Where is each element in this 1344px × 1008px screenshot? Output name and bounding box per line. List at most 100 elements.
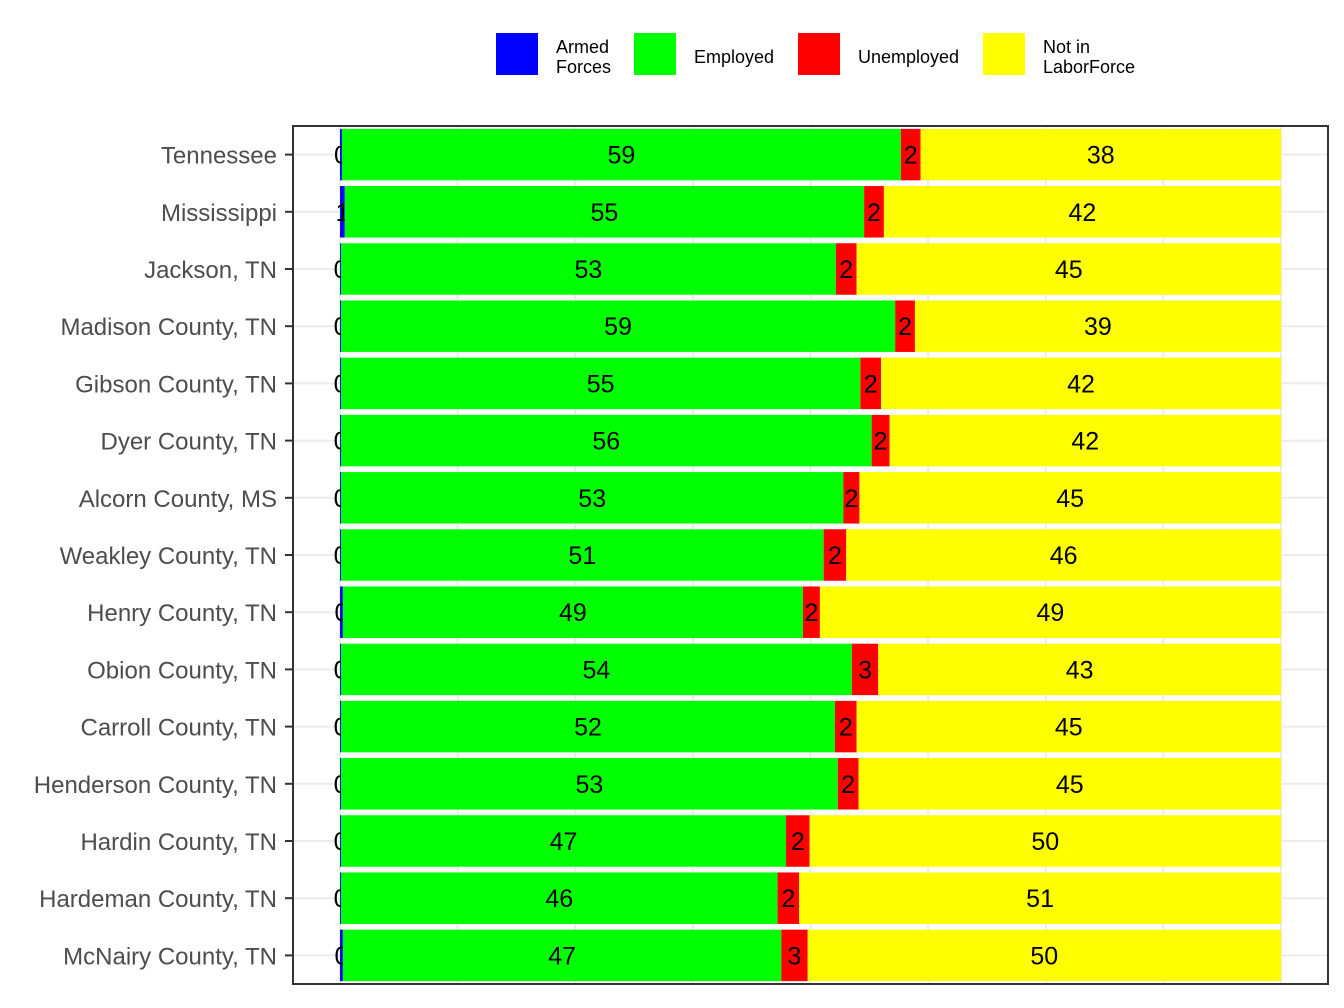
bar-unemployed — [871, 414, 890, 467]
data-label-not-in-laborforce: 45 — [1055, 256, 1083, 284]
bar-unemployed — [900, 128, 921, 181]
data-label-unemployed: 2 — [839, 714, 853, 742]
data-label-unemployed: 2 — [864, 370, 878, 398]
bar-unemployed — [786, 815, 810, 867]
bar-unemployed — [802, 586, 820, 638]
data-label-unemployed: 3 — [788, 942, 802, 970]
bar-not-in-laborforce — [809, 815, 1281, 867]
data-label-employed: 53 — [578, 485, 606, 513]
legend-label-armed-forces: Armed Forces — [556, 37, 612, 77]
bar-not-in-laborforce — [889, 414, 1281, 467]
bar-employed — [340, 758, 838, 810]
bar-not-in-laborforce — [856, 700, 1281, 753]
bar-armed-forces — [340, 586, 343, 638]
data-label-unemployed: 2 — [839, 256, 853, 284]
data-label-not-in-laborforce: 45 — [1056, 485, 1084, 513]
bar-employed — [340, 815, 787, 867]
data-label-employed: 49 — [559, 599, 587, 627]
y-axis-tick-label: Carroll County, TN — [81, 715, 278, 742]
bar-employed — [342, 929, 782, 982]
bar-employed — [340, 643, 852, 696]
bar-armed-forces — [340, 815, 341, 867]
bar-not-in-laborforce — [881, 357, 1281, 410]
bar-not-in-laborforce — [858, 758, 1281, 810]
bar-unemployed — [843, 472, 860, 524]
data-label-employed: 51 — [568, 542, 596, 570]
data-label-unemployed: 2 — [904, 142, 918, 170]
bar-employed — [341, 128, 901, 181]
data-label-unemployed: 2 — [781, 885, 795, 913]
data-label-not-in-laborforce: 45 — [1055, 714, 1083, 742]
data-label-not-in-laborforce: 42 — [1069, 199, 1097, 227]
bar-armed-forces — [340, 243, 341, 295]
bar-unemployed — [860, 357, 882, 410]
data-label-unemployed: 2 — [874, 428, 888, 456]
y-axis-tick-label: Alcorn County, MS — [79, 486, 277, 513]
y-axis-tick-label: Henderson County, TN — [34, 772, 277, 799]
y-axis-tick-label: Jackson, TN — [144, 257, 277, 284]
chart-legend: Armed Forces Employed Unemployed Not in … — [0, 0, 1344, 100]
data-label-employed: 47 — [548, 942, 576, 970]
data-label-employed: 52 — [574, 714, 602, 742]
data-label-not-in-laborforce: 49 — [1037, 599, 1065, 627]
y-axis-tick-label: McNairy County, TN — [63, 943, 277, 970]
data-label-unemployed: 3 — [858, 656, 872, 684]
data-label-employed: 47 — [550, 828, 578, 856]
bar-unemployed — [781, 929, 808, 982]
data-label-employed: 59 — [607, 142, 635, 170]
data-label-employed: 54 — [583, 656, 611, 684]
bar-not-in-laborforce — [878, 643, 1281, 696]
bar-employed — [340, 414, 872, 467]
bar-employed — [340, 700, 835, 753]
y-axis-tick-label: Hardin County, TN — [80, 829, 277, 856]
bar-armed-forces — [340, 300, 341, 352]
bar-armed-forces — [340, 529, 341, 581]
bar-unemployed — [837, 758, 859, 810]
data-label-unemployed: 2 — [867, 199, 881, 227]
bar-not-in-laborforce — [920, 128, 1281, 181]
data-label-not-in-laborforce: 51 — [1026, 885, 1054, 913]
data-label-employed: 46 — [545, 885, 573, 913]
bar-unemployed — [835, 243, 857, 295]
bar-employed — [344, 186, 865, 238]
data-label-not-in-laborforce: 46 — [1050, 542, 1078, 570]
y-axis-tick-label: Hardeman County, TN — [39, 886, 277, 913]
legend-swatch-employed — [634, 33, 676, 75]
y-axis-tick-label: Tennessee — [161, 143, 277, 170]
data-label-unemployed: 2 — [791, 828, 805, 856]
legend-swatch-armed-forces — [496, 33, 538, 75]
bar-employed — [340, 243, 836, 295]
bar-armed-forces — [340, 186, 345, 238]
bar-not-in-laborforce — [799, 872, 1281, 924]
data-label-unemployed: 2 — [844, 485, 858, 513]
data-label-not-in-laborforce: 42 — [1067, 370, 1095, 398]
bar-unemployed — [864, 186, 884, 238]
y-axis-tick-label: Henry County, TN — [87, 600, 277, 627]
bar-armed-forces — [340, 700, 341, 753]
data-label-not-in-laborforce: 42 — [1071, 428, 1099, 456]
legend-swatch-unemployed — [798, 33, 840, 75]
bar-not-in-laborforce — [846, 529, 1281, 581]
y-axis-tick-label: Madison County, TN — [60, 314, 277, 341]
bar-employed — [340, 529, 824, 581]
bar-armed-forces — [340, 929, 343, 982]
bar-not-in-laborforce — [914, 300, 1281, 352]
data-label-unemployed: 2 — [898, 313, 912, 341]
data-label-unemployed: 2 — [804, 599, 818, 627]
bar-employed — [340, 872, 778, 924]
y-axis-tick-label: Obion County, TN — [87, 657, 277, 684]
legend-label-employed: Employed — [694, 47, 775, 67]
bar-armed-forces — [340, 872, 341, 924]
y-axis-tick-label: Dyer County, TN — [101, 429, 278, 456]
data-label-not-in-laborforce: 39 — [1084, 313, 1112, 341]
bar-employed — [342, 586, 803, 638]
data-label-employed: 53 — [575, 256, 603, 284]
bar-armed-forces — [340, 472, 341, 524]
bar-unemployed — [823, 529, 847, 581]
bar-armed-forces — [340, 414, 341, 467]
y-axis-tick-label: Mississippi — [161, 200, 277, 227]
bar-employed — [340, 300, 896, 352]
legend-label-unemployed: Unemployed — [858, 47, 960, 67]
y-axis-tick-label: Weakley County, TN — [60, 543, 277, 570]
